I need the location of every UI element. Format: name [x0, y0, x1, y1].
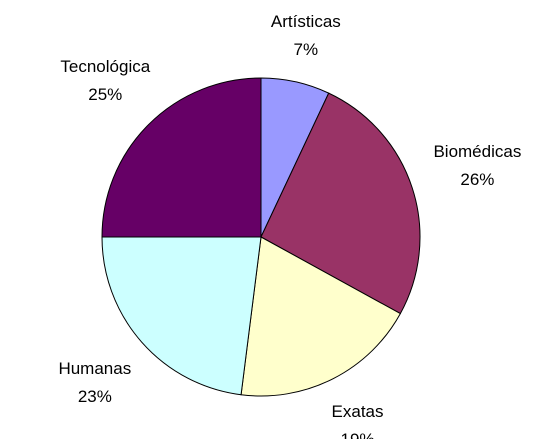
pie-slice — [240, 236, 402, 397]
slice-label: Artísticas — [271, 12, 341, 31]
pie-slice — [101, 236, 262, 396]
slice-label: Tecnológica — [60, 57, 150, 76]
slice-value-label: 25% — [88, 85, 122, 104]
slice-value-label: 26% — [460, 170, 494, 189]
slice-label: Biomédicas — [433, 142, 521, 161]
slice-value-label: 23% — [78, 387, 112, 406]
slice-value-label: 7% — [294, 40, 319, 59]
pie-slice — [101, 77, 262, 238]
slice-value-label: 19% — [341, 430, 375, 439]
slice-label: Exatas — [332, 402, 384, 421]
slice-label: Humanas — [58, 359, 131, 378]
